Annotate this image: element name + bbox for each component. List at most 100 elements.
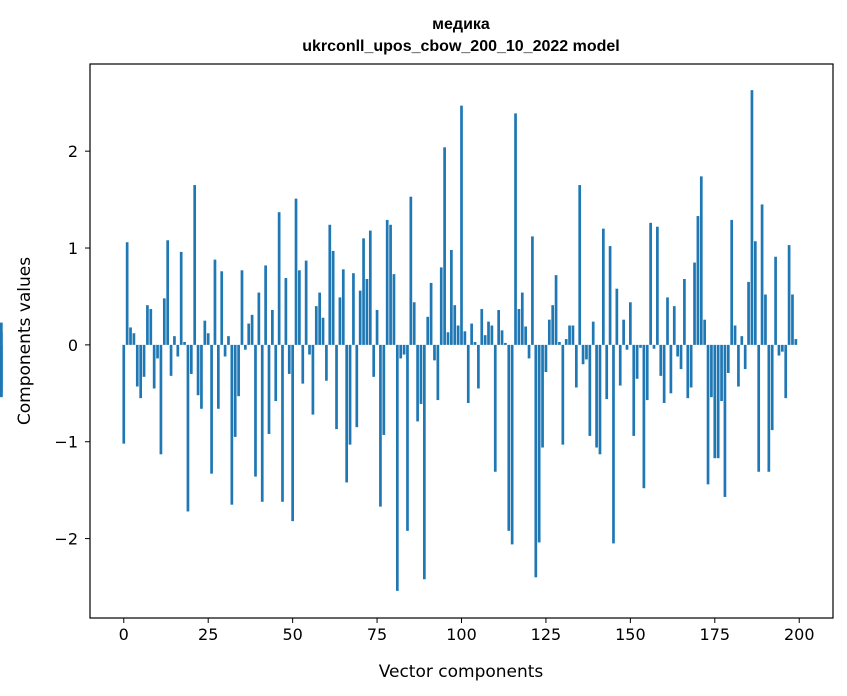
bar-97 — [450, 249, 453, 345]
bar-149 — [625, 344, 629, 350]
bar-158 — [656, 226, 659, 345]
bar-0 — [122, 344, 126, 444]
bar-155 — [645, 344, 649, 401]
bar-102 — [466, 344, 470, 403]
bar-169 — [693, 262, 696, 345]
bar-7 — [146, 305, 149, 345]
chart-title: медика — [432, 16, 490, 33]
bar-86 — [412, 302, 416, 345]
bar-144 — [608, 246, 612, 345]
bar-111 — [497, 310, 500, 345]
bar-47 — [281, 344, 284, 502]
bar-61 — [328, 224, 332, 345]
bar-82 — [399, 344, 403, 359]
bar-30 — [223, 344, 227, 357]
bar-148 — [622, 319, 625, 345]
bar-51 — [294, 198, 298, 345]
bar-192 — [770, 344, 774, 431]
bar-195 — [780, 344, 784, 352]
bar-134 — [574, 344, 578, 388]
y-tick-label: 0 — [68, 336, 78, 355]
x-tick-label: 150 — [615, 625, 646, 644]
bar-176 — [716, 344, 720, 459]
bar-79 — [389, 224, 392, 345]
bar-183 — [740, 336, 744, 345]
bar-67 — [348, 344, 352, 445]
bar-undefined — [0, 322, 3, 345]
y-tick-label: −1 — [54, 433, 78, 452]
bar-129 — [558, 341, 561, 345]
x-tick-label: 25 — [198, 625, 218, 644]
bar-172 — [703, 319, 707, 345]
bar-124 — [541, 344, 544, 448]
bar-48 — [284, 278, 288, 345]
bar-72 — [365, 279, 369, 345]
bar-121 — [531, 236, 534, 345]
bar-167 — [686, 344, 690, 399]
bar-90 — [426, 316, 430, 345]
bar-28 — [216, 344, 220, 409]
bar-108 — [487, 321, 490, 345]
bar-180 — [730, 219, 734, 345]
bar-12 — [162, 298, 166, 345]
bar-17 — [179, 251, 183, 345]
bar-89 — [423, 344, 426, 580]
bar-32 — [230, 344, 234, 505]
bar-96 — [446, 332, 450, 345]
bar-25 — [206, 333, 210, 345]
bar-193 — [774, 256, 777, 345]
bar-24 — [203, 320, 207, 345]
bar-120 — [527, 344, 531, 359]
bar-103 — [470, 323, 473, 345]
y-tick-label: 2 — [68, 142, 78, 161]
bar-93 — [436, 344, 440, 401]
bar-55 — [308, 344, 311, 355]
bar-20 — [189, 344, 193, 374]
bar-153 — [639, 344, 642, 348]
plot-area — [0, 63, 834, 619]
bar-59 — [321, 317, 325, 345]
bar-78 — [385, 219, 389, 345]
bar-49 — [287, 344, 291, 374]
bar-174 — [710, 344, 713, 398]
bar-14 — [169, 344, 173, 376]
bar-40 — [257, 292, 261, 345]
bar-118 — [520, 292, 524, 345]
bar-119 — [524, 326, 528, 345]
bar-166 — [683, 279, 686, 345]
bar-122 — [534, 344, 538, 578]
bar-62 — [331, 250, 335, 345]
bar-undefined — [0, 344, 3, 392]
bar-100 — [460, 105, 463, 345]
bar-43 — [267, 344, 271, 434]
bar-65 — [341, 269, 345, 345]
bar-98 — [453, 305, 457, 345]
bar-135 — [578, 185, 582, 345]
bar-197 — [787, 245, 791, 345]
bar-159 — [659, 344, 663, 376]
bar-173 — [706, 344, 710, 485]
bar-164 — [676, 344, 679, 357]
bar-57 — [314, 306, 318, 345]
bar-94 — [439, 267, 443, 345]
bar-141 — [598, 344, 602, 455]
bar-152 — [635, 344, 639, 379]
bar-146 — [615, 288, 619, 345]
bar-189 — [760, 204, 764, 345]
bar-115 — [510, 344, 514, 545]
bar-84 — [406, 344, 409, 531]
bar-87 — [416, 344, 419, 422]
bar-191 — [767, 344, 771, 472]
y-axis: −2 −1 0 1 2 — [54, 142, 90, 549]
bar-66 — [345, 344, 349, 483]
bar-38 — [250, 314, 254, 345]
bar-8 — [149, 309, 153, 345]
bar-60 — [325, 344, 328, 381]
bar-70 — [358, 290, 362, 345]
bar-9 — [152, 344, 156, 389]
bar-126 — [547, 319, 551, 345]
bar-184 — [743, 344, 747, 370]
bar-150 — [629, 302, 632, 345]
bar-186 — [750, 90, 754, 345]
bar-80 — [392, 274, 396, 345]
